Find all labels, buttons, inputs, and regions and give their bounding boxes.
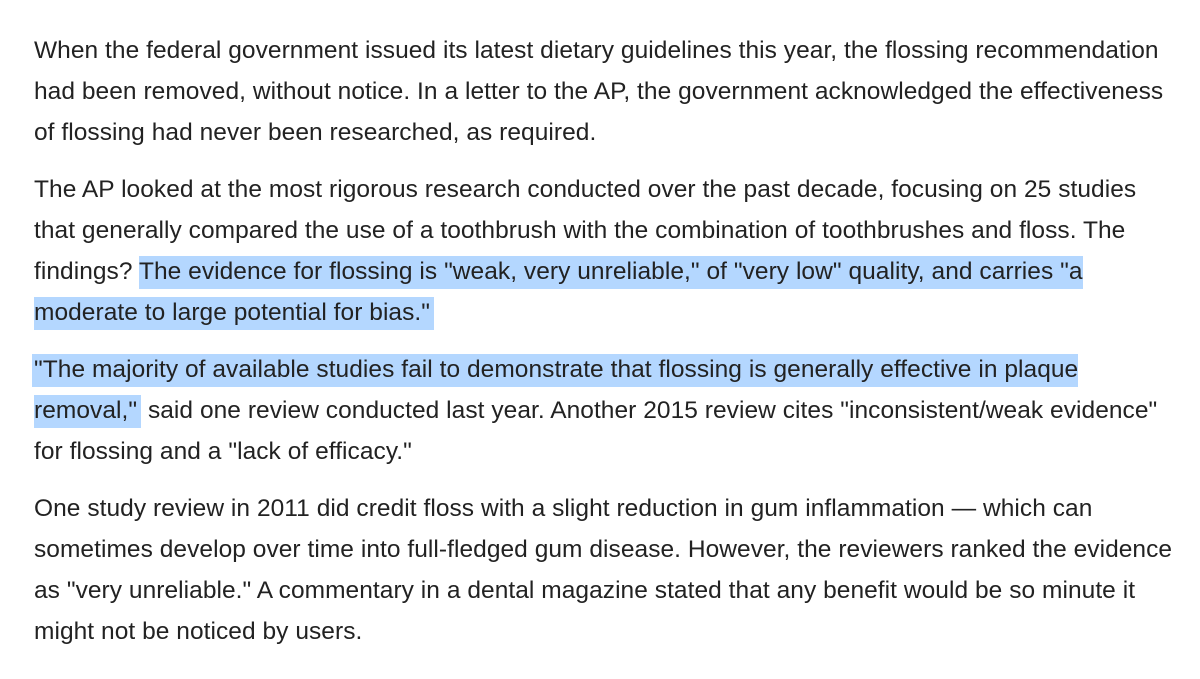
selected-text-highlight[interactable]: The evidence for flossing is "weak, very… — [34, 256, 1083, 330]
paragraph-text: One study review in 2011 did credit flos… — [34, 495, 1173, 645]
paragraph-text: When the federal government issued its l… — [34, 37, 1164, 146]
article-body: When the federal government issued its l… — [32, 30, 1174, 652]
paragraph-review-quote: "The majority of available studies fail … — [32, 349, 1174, 472]
paragraph-text: said one review conducted last year. Ano… — [34, 397, 1158, 465]
paragraph-2011-review: One study review in 2011 did credit flos… — [34, 488, 1174, 652]
paragraph-ap-research: The AP looked at the most rigorous resea… — [34, 169, 1174, 333]
paragraph-text: The AP looked at the most rigorous resea… — [34, 176, 1137, 285]
paragraph-guidelines: When the federal government issued its l… — [34, 30, 1174, 153]
